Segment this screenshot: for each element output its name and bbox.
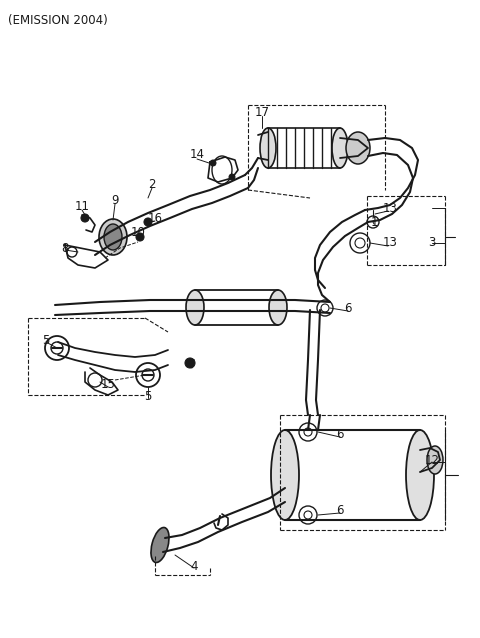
Text: 5: 5 xyxy=(42,334,50,346)
Text: 6: 6 xyxy=(336,427,344,440)
Text: 12: 12 xyxy=(424,454,440,466)
Text: 7: 7 xyxy=(188,359,196,371)
Ellipse shape xyxy=(406,430,434,520)
Circle shape xyxy=(210,160,216,166)
Ellipse shape xyxy=(186,290,204,325)
Text: 10: 10 xyxy=(131,225,145,239)
Ellipse shape xyxy=(104,224,122,250)
Text: 1: 1 xyxy=(370,216,378,228)
Circle shape xyxy=(144,218,152,226)
Text: 13: 13 xyxy=(383,202,397,214)
Circle shape xyxy=(136,233,144,241)
Ellipse shape xyxy=(260,128,276,168)
Ellipse shape xyxy=(269,290,287,325)
Ellipse shape xyxy=(271,430,299,520)
Circle shape xyxy=(185,358,195,368)
Text: 3: 3 xyxy=(428,237,436,249)
Text: 11: 11 xyxy=(74,200,89,214)
Ellipse shape xyxy=(332,128,348,168)
Text: 15: 15 xyxy=(101,378,115,392)
Circle shape xyxy=(81,214,89,222)
Text: 8: 8 xyxy=(61,242,69,255)
Ellipse shape xyxy=(346,132,370,164)
Text: 4: 4 xyxy=(190,560,198,572)
Text: 16: 16 xyxy=(147,212,163,225)
Text: (EMISSION 2004): (EMISSION 2004) xyxy=(8,14,108,27)
Circle shape xyxy=(321,304,329,312)
Circle shape xyxy=(229,174,235,180)
Ellipse shape xyxy=(427,446,443,474)
Text: 6: 6 xyxy=(344,302,352,315)
Text: 13: 13 xyxy=(383,237,397,249)
Ellipse shape xyxy=(99,219,127,255)
Text: 2: 2 xyxy=(148,179,156,191)
Text: 9: 9 xyxy=(111,193,119,207)
Ellipse shape xyxy=(151,528,169,563)
Text: 14: 14 xyxy=(190,149,204,161)
Text: 17: 17 xyxy=(254,105,269,119)
Text: 5: 5 xyxy=(144,390,152,403)
Text: 6: 6 xyxy=(336,503,344,517)
